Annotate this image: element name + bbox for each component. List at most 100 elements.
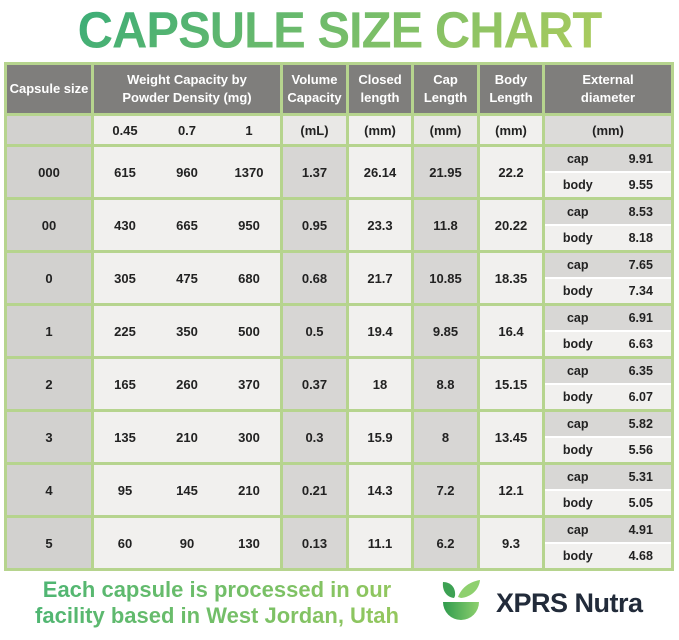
density-value: 0.45	[112, 122, 138, 138]
external-diameter-cell: cap 5.82 body 5.56	[545, 412, 671, 462]
ext-cap-subrow: cap 5.31	[545, 465, 671, 489]
col-header-cap-length: Cap Length	[414, 65, 477, 113]
weight-capacity-cell: 165 260 370	[94, 359, 280, 409]
capsule-size-cell: 00	[7, 200, 91, 250]
external-diameter-cell: cap 5.31 body 5.05	[545, 465, 671, 515]
weight-capacity-cell: 225 350 500	[94, 306, 280, 356]
volume-capacity-cell: 0.3	[283, 412, 346, 462]
volume-capacity-cell: 0.37	[283, 359, 346, 409]
weight-value: 1370	[234, 164, 264, 180]
capsule-size-cell: 0	[7, 253, 91, 303]
weight-value: 135	[114, 429, 136, 445]
density-value: 1	[245, 122, 253, 138]
closed-length-cell: 23.3	[349, 200, 411, 250]
weight-capacity-cell: 615 960 1370	[94, 147, 280, 197]
body-length-cell: 18.35	[480, 253, 542, 303]
ext-body-label: body	[562, 496, 593, 510]
ext-body-subrow: body 9.55	[545, 173, 671, 197]
external-diameter-cell: cap 4.91 body 4.68	[545, 518, 671, 568]
col-header-weight-capacity: Weight Capacity by Powder Density (mg)	[94, 65, 280, 113]
closed-length-cell: 21.7	[349, 253, 411, 303]
ext-cap-label: cap	[566, 152, 589, 166]
ext-body-subrow: body 6.07	[545, 385, 671, 409]
weight-value: 350	[176, 323, 198, 339]
cap-length-cell: 9.85	[414, 306, 477, 356]
ext-cap-label: cap	[566, 523, 589, 537]
body-length-cell: 13.45	[480, 412, 542, 462]
body-length-cell: 16.4	[480, 306, 542, 356]
unit-cell-external: (mm)	[545, 116, 671, 144]
col-header-capsule-size: Capsule size	[7, 65, 91, 113]
cap-length-cell: 8	[414, 412, 477, 462]
volume-capacity-cell: 1.37	[283, 147, 346, 197]
weight-value: 225	[114, 323, 136, 339]
ext-cap-value: 9.91	[628, 152, 653, 166]
col-header-body-length: Body Length	[480, 65, 542, 113]
weight-value: 305	[114, 270, 136, 286]
ext-cap-label: cap	[566, 470, 589, 484]
ext-body-label: body	[562, 178, 593, 192]
volume-capacity-cell: 0.5	[283, 306, 346, 356]
external-diameter-cell: cap 6.35 body 6.07	[545, 359, 671, 409]
ext-cap-value: 4.91	[628, 523, 653, 537]
body-length-cell: 15.15	[480, 359, 542, 409]
closed-length-cell: 15.9	[349, 412, 411, 462]
weight-value: 950	[238, 217, 260, 233]
volume-capacity-cell: 0.21	[283, 465, 346, 515]
ext-body-value: 8.18	[628, 231, 653, 245]
ext-body-subrow: body 4.68	[545, 544, 671, 568]
weight-value: 210	[176, 429, 198, 445]
unit-cell-body: (mm)	[480, 116, 542, 144]
weight-capacity-cell: 95 145 210	[94, 465, 280, 515]
ext-body-value: 6.63	[628, 337, 653, 351]
ext-body-label: body	[562, 549, 593, 563]
external-diameter-cell: cap 8.53 body 8.18	[545, 200, 671, 250]
ext-cap-value: 5.82	[628, 417, 653, 431]
ext-body-label: body	[562, 390, 593, 404]
body-length-cell: 12.1	[480, 465, 542, 515]
ext-cap-label: cap	[566, 417, 589, 431]
ext-body-value: 5.05	[628, 496, 653, 510]
ext-cap-subrow: cap 6.91	[545, 306, 671, 330]
cap-length-cell: 6.2	[414, 518, 477, 568]
ext-cap-subrow: cap 4.91	[545, 518, 671, 542]
weight-value: 680	[238, 270, 260, 286]
weight-capacity-cell: 305 475 680	[94, 253, 280, 303]
brand-name: XPRS Nutra	[496, 587, 643, 618]
capsule-size-cell: 2	[7, 359, 91, 409]
col-header-external-diameter: External diameter	[545, 65, 671, 113]
ext-body-subrow: body 6.63	[545, 332, 671, 356]
unit-cell-volume: (mL)	[283, 116, 346, 144]
ext-body-label: body	[562, 337, 593, 351]
weight-value: 430	[114, 217, 136, 233]
closed-length-cell: 26.14	[349, 147, 411, 197]
footer: Each capsule is processed in our facilit…	[0, 572, 679, 634]
volume-capacity-cell: 0.68	[283, 253, 346, 303]
ext-body-label: body	[562, 231, 593, 245]
ext-body-value: 6.07	[628, 390, 653, 404]
weight-value: 615	[114, 164, 136, 180]
ext-body-value: 7.34	[628, 284, 653, 298]
cap-length-cell: 7.2	[414, 465, 477, 515]
weight-capacity-cell: 135 210 300	[94, 412, 280, 462]
weight-value: 145	[176, 482, 198, 498]
body-length-cell: 9.3	[480, 518, 542, 568]
weight-value: 60	[117, 535, 133, 551]
weight-value: 475	[176, 270, 198, 286]
capsule-size-table: Capsule size Weight Capacity by Powder D…	[4, 62, 674, 571]
density-value: 0.7	[177, 122, 197, 138]
brand-logo: XPRS Nutra	[436, 578, 643, 628]
col-header-volume-capacity: Volume Capacity	[283, 65, 346, 113]
external-diameter-cell: cap 6.91 body 6.63	[545, 306, 671, 356]
leaf-bowl-icon	[442, 580, 480, 620]
capsule-size-cell: 4	[7, 465, 91, 515]
ext-cap-value: 6.35	[628, 364, 653, 378]
unit-cell-capsule-size	[7, 116, 91, 144]
ext-cap-label: cap	[566, 364, 589, 378]
cap-length-cell: 11.8	[414, 200, 477, 250]
ext-cap-value: 6.91	[628, 311, 653, 325]
unit-cell-closed: (mm)	[349, 116, 411, 144]
weight-value: 960	[176, 164, 198, 180]
closed-length-cell: 18	[349, 359, 411, 409]
